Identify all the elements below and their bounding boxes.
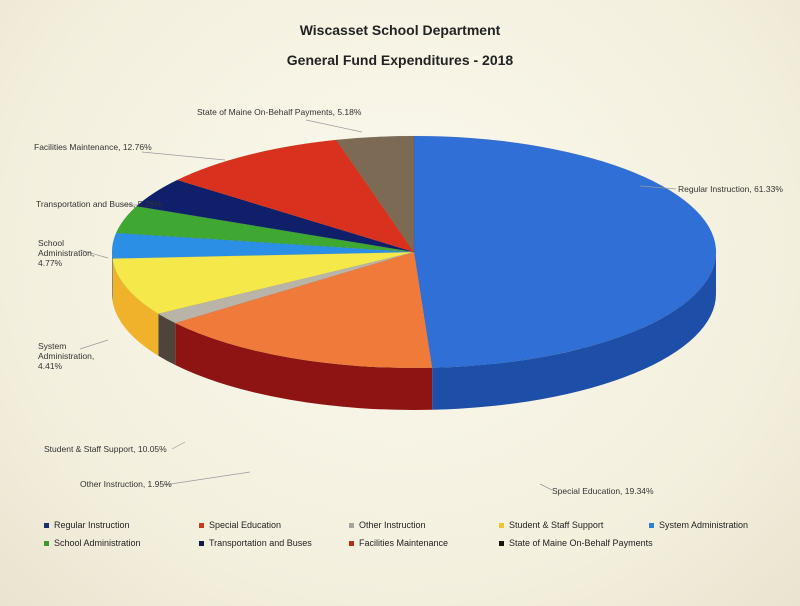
- legend-label-2: Other Instruction: [359, 520, 426, 530]
- legend-swatch-7: [349, 540, 354, 546]
- legend-swatch-2: [349, 522, 354, 528]
- slice-label-2: Other Instruction, 1.95%: [80, 479, 172, 489]
- legend-item-4: System Administration: [649, 520, 748, 530]
- legend-label-5: School Administration: [54, 538, 141, 548]
- legend-item-7: Facilities Maintenance: [349, 538, 448, 548]
- legend-swatch-5: [44, 540, 49, 546]
- chart-title: Wiscasset School Department: [299, 22, 501, 38]
- pie-slice-3: [112, 251, 415, 314]
- legend-label-6: Transportation and Buses: [209, 538, 312, 548]
- pie-slices: [111, 135, 717, 369]
- pie-side-3: [112, 258, 159, 356]
- slice-label-3: Student & Staff Support, 10.05%: [44, 444, 167, 454]
- slice-label-6: Transportation and Buses, 5.26%: [36, 199, 162, 209]
- label-leader-0: [639, 185, 677, 190]
- label-leader-7: [141, 151, 226, 161]
- legend-swatch-1: [199, 522, 204, 528]
- legend-item-0: Regular Instruction: [44, 520, 130, 530]
- pie-side-1: [175, 323, 433, 410]
- pie-slice-4: [111, 232, 415, 259]
- slice-label-4: System Administration, 4.41%: [38, 341, 94, 371]
- label-leader-8: [305, 119, 363, 133]
- label-leader-2: [163, 471, 251, 486]
- pie-slice-7: [176, 139, 415, 253]
- pie-slice-0: [413, 135, 717, 369]
- label-leader-3: [171, 441, 186, 450]
- legend-swatch-4: [649, 522, 654, 528]
- pie-slice-8: [335, 135, 415, 253]
- legend-item-5: School Administration: [44, 538, 141, 548]
- label-leader-5: [79, 249, 109, 259]
- legend-label-0: Regular Instruction: [54, 520, 130, 530]
- legend-label-8: State of Maine On-Behalf Payments: [509, 538, 653, 548]
- legend-label-7: Facilities Maintenance: [359, 538, 449, 548]
- slice-label-1: Special Education, 19.34%: [552, 486, 654, 496]
- pie-labels: Regular Instruction, 61.33% Special Educa…: [34, 107, 783, 496]
- slice-label-5: School Administration, 4.77%: [38, 238, 94, 268]
- pie-side-0: [432, 252, 716, 410]
- legend-item-2: Other Instruction: [349, 520, 426, 530]
- pie-slice-5: [115, 206, 415, 253]
- legend-label-4: System Administration: [659, 520, 749, 530]
- chart-subtitle: General Fund Expenditures - 2018: [286, 52, 514, 68]
- legend-item-3: Student & Staff Support: [499, 520, 603, 530]
- pie-slice-6: [135, 179, 415, 253]
- legend-item-8: State of Maine On-Behalf Payments: [499, 538, 653, 548]
- legend-swatch-3: [499, 522, 504, 528]
- label-leader-1: [539, 483, 553, 491]
- label-leader-4: [79, 339, 109, 350]
- slice-label-8: State of Maine On-Behalf Payments, 5.18%: [197, 107, 362, 117]
- pie-slice-2: [157, 251, 415, 324]
- pie-slice-1: [174, 251, 433, 369]
- legend-label-1: Special Education: [209, 520, 282, 530]
- legend-swatch-6: [199, 540, 204, 546]
- slice-label-0: Regular Instruction, 61.33%: [678, 184, 783, 194]
- legend-label-3: Student & Staff Support: [509, 520, 604, 530]
- pie-sides: [112, 252, 716, 410]
- slice-label-7: Facilities Maintenance, 12.76%: [34, 142, 152, 152]
- legend-item-1: Special Education: [199, 520, 281, 530]
- pie-side-2: [158, 313, 176, 366]
- legend-swatch-8: [499, 540, 504, 546]
- legend-item-6: Transportation and Buses: [199, 538, 312, 548]
- legend-swatch-0: [44, 522, 49, 528]
